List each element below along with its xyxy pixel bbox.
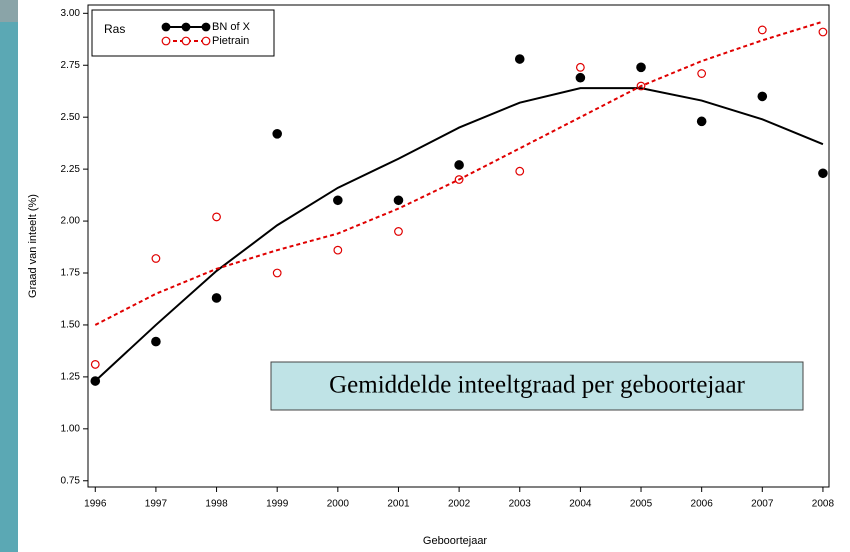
- data-point: [757, 25, 767, 35]
- x-tick-label: 2001: [387, 499, 410, 510]
- data-point: [818, 27, 828, 37]
- data-point: [636, 62, 646, 73]
- data-point: [90, 376, 101, 386]
- data-point: [757, 91, 768, 102]
- side-band: [0, 0, 18, 552]
- legend-box: [91, 9, 275, 57]
- x-tick-label: 2002: [448, 499, 471, 510]
- data-point: [211, 293, 222, 303]
- data-point: [394, 227, 403, 236]
- data-point: [636, 81, 646, 91]
- y-tick-label: 1.00: [61, 423, 81, 434]
- data-point: [272, 268, 282, 278]
- x-tick-label: 2004: [569, 499, 592, 510]
- data-point: [151, 336, 161, 347]
- x-tick-label: 1998: [205, 499, 228, 510]
- data-point: [333, 195, 343, 206]
- x-tick-label: 1997: [145, 499, 168, 510]
- x-tick-label: 2008: [812, 499, 835, 510]
- data-point: [90, 360, 100, 369]
- y-tick-label: 2.00: [61, 216, 81, 227]
- legend-marker: [201, 22, 211, 32]
- data-point: [575, 72, 586, 83]
- data-point: [151, 254, 161, 263]
- data-point: [696, 116, 707, 127]
- y-tick-label: 1.75: [61, 268, 81, 279]
- y-tick-label: 0.75: [61, 475, 81, 486]
- y-axis-label: Graad van inteelt (%): [27, 194, 39, 298]
- x-tick-label: 1999: [266, 499, 289, 510]
- data-point: [575, 62, 585, 72]
- legend-label: Pietrain: [212, 35, 249, 47]
- legend-label: BN of X: [212, 21, 251, 33]
- legend-title: Ras: [104, 22, 125, 36]
- trend-line: [94, 87, 824, 382]
- legend-marker: [161, 36, 171, 46]
- x-tick-label: 2006: [691, 499, 714, 510]
- x-tick-label: 2003: [509, 499, 532, 510]
- legend-marker: [201, 36, 211, 46]
- data-point: [212, 212, 221, 222]
- trend-line: [94, 20, 824, 326]
- annotation-box: [270, 361, 804, 411]
- x-tick-label: 1996: [84, 499, 107, 510]
- x-tick-label: 2000: [327, 499, 350, 510]
- x-tick-label: 2005: [630, 499, 653, 510]
- data-point: [333, 245, 343, 255]
- x-axis-label: Geboortejaar: [423, 535, 488, 547]
- data-point: [697, 69, 707, 78]
- data-point: [454, 160, 464, 170]
- side-image: [0, 0, 18, 22]
- data-point: [818, 168, 828, 179]
- y-tick-label: 2.25: [61, 164, 81, 175]
- annotation: Gemiddelde inteeltgraad per geboortejaar: [329, 372, 745, 399]
- data-point: [272, 129, 282, 139]
- data-point: [393, 195, 404, 206]
- data-point: [515, 166, 525, 176]
- legend-marker: [181, 22, 191, 32]
- y-tick-label: 2.75: [61, 60, 81, 71]
- data-point: [514, 54, 525, 64]
- y-tick-label: 1.50: [61, 320, 81, 331]
- y-tick-label: 1.25: [61, 372, 81, 383]
- legend-marker: [161, 22, 171, 32]
- plot-frame: [87, 4, 830, 488]
- y-tick-label: 2.50: [61, 112, 81, 123]
- legend-marker: [181, 36, 191, 46]
- x-tick-label: 2007: [751, 499, 774, 510]
- data-point: [454, 175, 464, 184]
- y-tick-label: 3.00: [61, 8, 81, 19]
